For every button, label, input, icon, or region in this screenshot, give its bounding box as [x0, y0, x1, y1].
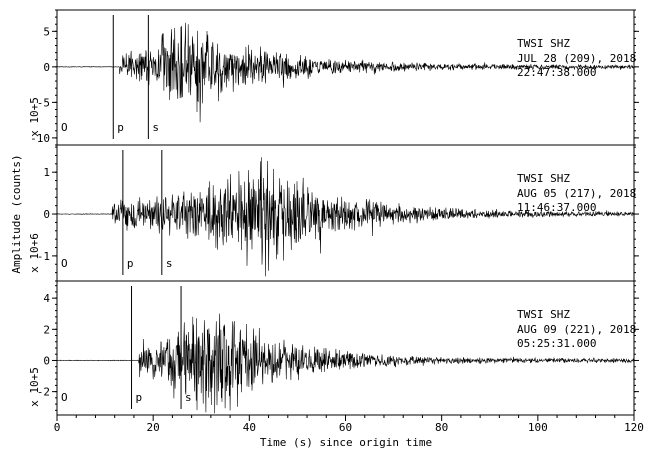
- station-label: TWSI SHZ: [517, 172, 570, 185]
- y-tick-label: 2: [43, 323, 50, 336]
- event-time-label: 05:25:31.000: [517, 337, 596, 350]
- x-tick-label: 100: [528, 421, 548, 434]
- y-tick-label: 0: [43, 354, 50, 367]
- y-tick-label: 5: [43, 25, 50, 38]
- y-axis-label: Amplitude (counts): [10, 154, 23, 273]
- phase-pick-label: p: [136, 391, 143, 404]
- phase-pick-label: s: [166, 257, 173, 270]
- y-tick-label: -10: [30, 132, 50, 145]
- waveform-trace: [56, 22, 635, 123]
- phase-pick-label: s: [185, 391, 192, 404]
- x-tick-label: 20: [147, 421, 160, 434]
- event-date-label: AUG 09 (221), 2018: [517, 323, 636, 336]
- y-tick-label: 0: [43, 61, 50, 74]
- event-time-label: 11:46:37.000: [517, 201, 596, 214]
- y-tick-label: 0: [43, 208, 50, 221]
- x-axis-label: Time (s) since origin time: [260, 436, 432, 449]
- y-tick-label: -1: [37, 250, 50, 263]
- amplitude-scale-label: x 10+5: [28, 97, 41, 137]
- phase-pick-label: O: [61, 391, 68, 404]
- phase-pick-label: p: [117, 121, 124, 134]
- x-tick-label: 0: [54, 421, 61, 434]
- y-tick-label: 4: [43, 292, 50, 305]
- waveform-trace: [56, 313, 635, 414]
- event-date-label: JUL 28 (209), 2018: [517, 52, 636, 65]
- x-axis: 0 20 40 60 80 100 120: [54, 415, 644, 434]
- phase-pick-label: O: [61, 257, 68, 270]
- y-tick-label: -2: [37, 386, 50, 399]
- event-time-label: 22:47:38.000: [517, 66, 596, 79]
- station-label: TWSI SHZ: [517, 37, 570, 50]
- event-date-label: AUG 05 (217), 2018: [517, 187, 636, 200]
- amplitude-scale-label: x 10+6: [28, 233, 41, 273]
- amplitude-scale-label: x 10+5: [28, 367, 41, 407]
- waveform-trace: [56, 157, 635, 277]
- phase-pick-label: p: [127, 257, 134, 270]
- x-tick-label: 60: [339, 421, 352, 434]
- x-tick-label: 40: [243, 421, 256, 434]
- y-tick-label: 1: [43, 166, 50, 179]
- y-tick-label: -5: [37, 96, 50, 109]
- phase-pick-label: s: [152, 121, 159, 134]
- x-tick-label: 80: [435, 421, 448, 434]
- x-tick-label: 120: [624, 421, 644, 434]
- phase-pick-label: O: [61, 121, 68, 134]
- station-label: TWSI SHZ: [517, 308, 570, 321]
